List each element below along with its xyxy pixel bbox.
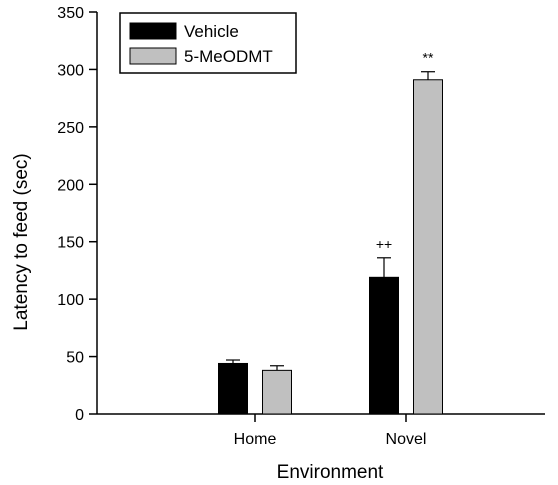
legend-label-vehicle: Vehicle <box>184 22 239 41</box>
bar <box>218 362 248 415</box>
bar <box>369 276 399 415</box>
bar <box>262 369 292 415</box>
legend: Vehicle 5-MeODMT <box>119 12 297 74</box>
bar <box>413 79 443 415</box>
y-tick-label: 200 <box>57 177 84 194</box>
y-tick-label: 150 <box>57 235 84 252</box>
y-tick-label: 350 <box>57 5 84 22</box>
x-tick-label: Home <box>234 431 277 448</box>
y-tick-label: 100 <box>57 292 84 309</box>
y-tick-label: 250 <box>57 120 84 137</box>
x-axis-title: Environment <box>277 462 384 483</box>
legend-swatch-vehicle <box>129 22 177 40</box>
legend-label-5-meodmt: 5-MeODMT <box>184 47 273 66</box>
y-tick-label: 50 <box>66 350 84 367</box>
significance-label: ++ <box>376 236 392 252</box>
legend-swatch-5-meodmt <box>129 47 177 65</box>
y-tick-label: 300 <box>57 62 84 79</box>
significance-label: ** <box>423 50 434 66</box>
y-axis-title: Latency to feed (sec) <box>11 153 32 330</box>
y-tick-label: 0 <box>75 407 84 424</box>
plot-area: 0 50 100 150 200 250 300 350 Home Novel ++ ** <box>57 5 545 448</box>
x-tick-label: Novel <box>386 431 427 448</box>
